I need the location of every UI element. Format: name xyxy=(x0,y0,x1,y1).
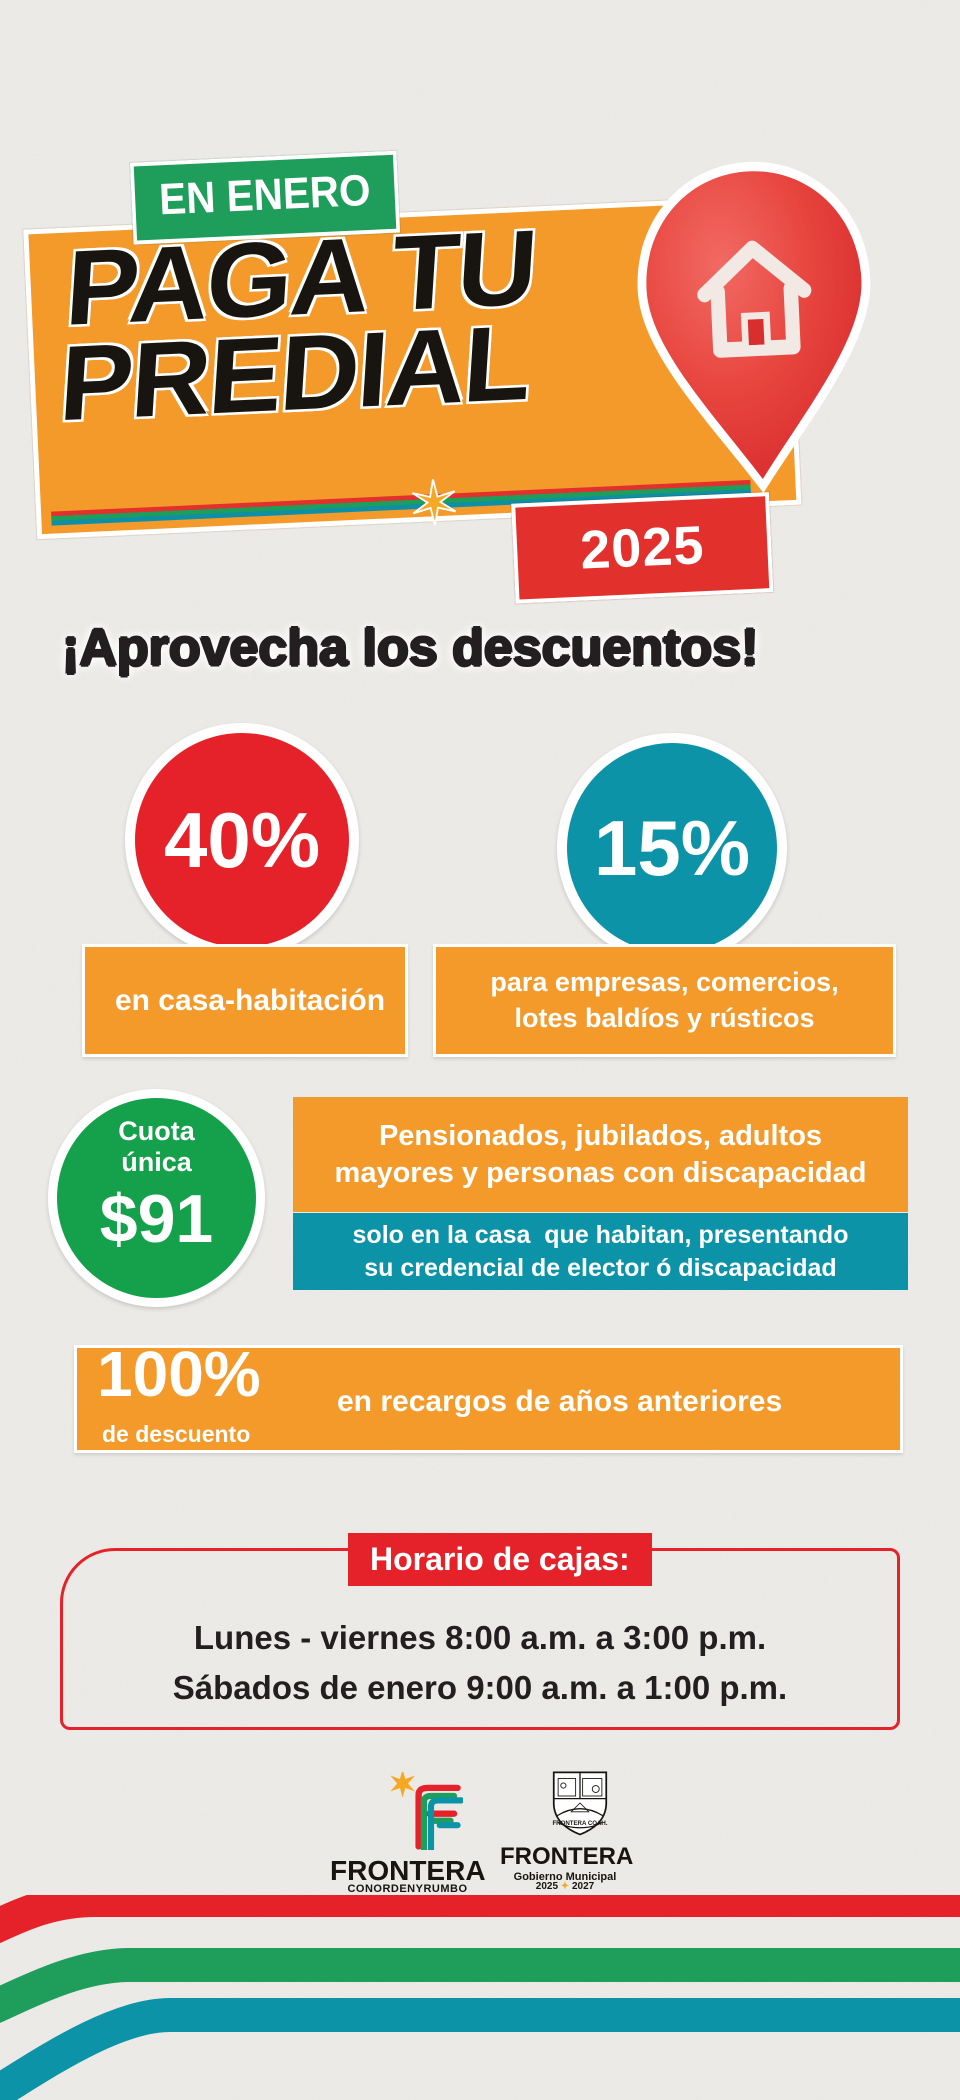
svg-text:FRONTERA COAH.: FRONTERA COAH. xyxy=(552,1820,607,1827)
